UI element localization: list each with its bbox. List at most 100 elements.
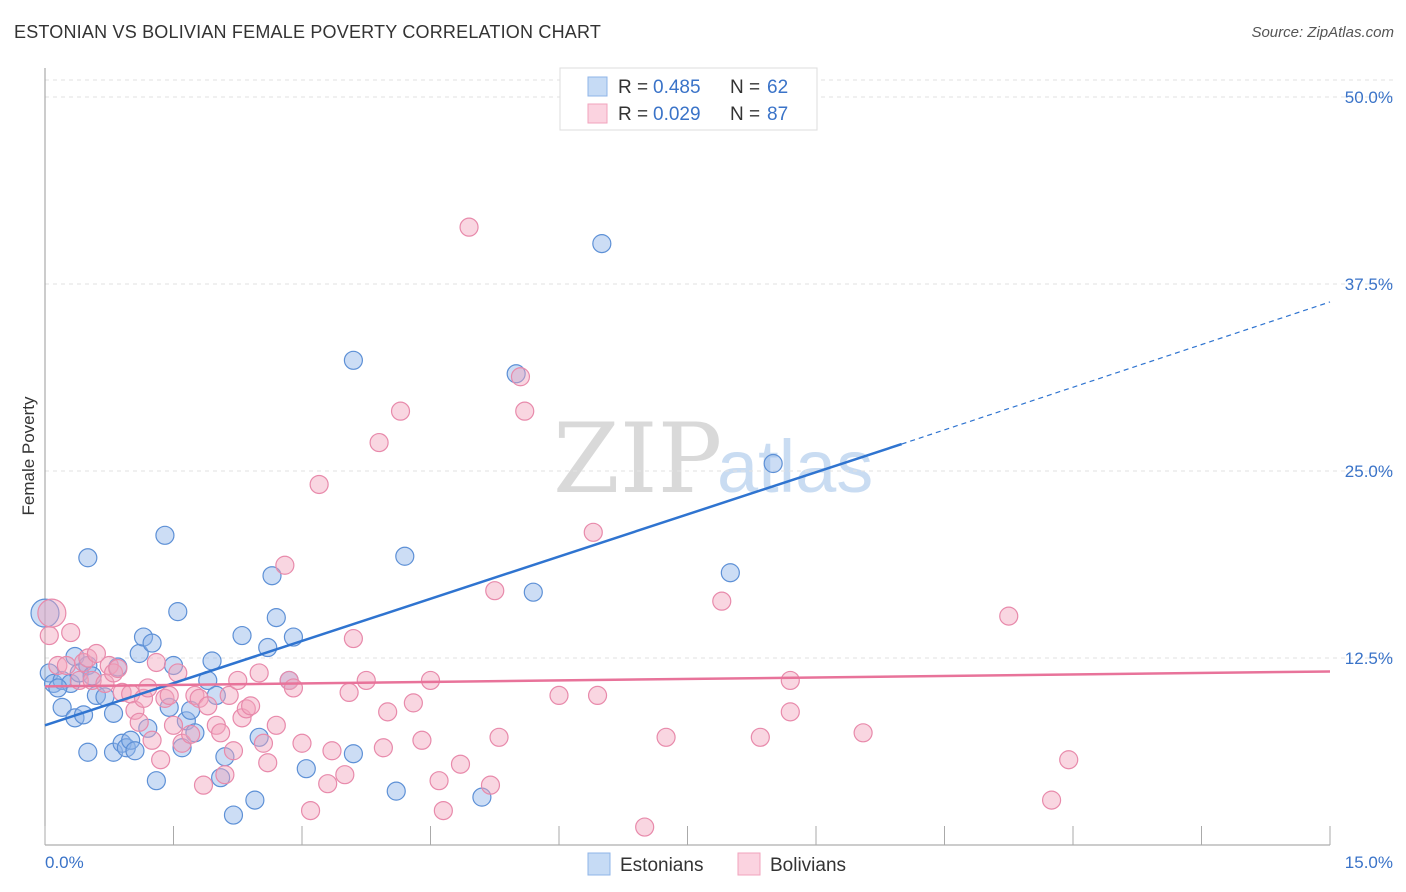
estonian-point [296,759,316,779]
bolivian-point [318,774,338,794]
legend-n-value-estonians: 62 [767,77,788,98]
bolivian-point [211,723,231,743]
bolivian-point [853,723,873,743]
bolivian-point [223,741,244,761]
bolivian-point [378,702,398,722]
bolivians-trend-line [44,670,1331,688]
bolivian-point [369,432,389,453]
estonian-point [146,771,166,791]
bolivian-point [61,622,81,643]
legend-r-label-bolivians: R = [618,104,648,125]
legend-r-value-estonians: 0.485 [653,77,701,98]
bolivian-point [78,648,98,668]
estonians-trend-line-extension [901,301,1331,445]
bolivian-point [750,727,770,747]
bolivian-point [142,730,162,750]
estonian-point [142,633,162,653]
estonian-point [386,781,406,801]
bolivian-point [712,591,732,611]
bolivian-point [583,522,603,542]
bolivian-point [249,663,269,683]
bolivian-point [108,658,128,679]
y-axis-label: Female Poverty [19,396,38,516]
estonian-point [125,741,145,761]
legend-swatch-estonians [587,76,608,97]
bottom-legend-bolivians: Bolivians [770,855,846,876]
bolivians-points [37,217,1079,837]
legend-n-label-bolivians: N = [730,104,760,125]
estonian-point [266,608,286,628]
bolivian-point [433,800,453,821]
y-tick-label: 12.5% [1345,649,1393,668]
bolivian-point [587,685,608,706]
bolivian-point [198,696,218,716]
bolivian-point [450,754,471,774]
bolivian-point [356,670,376,691]
x-tick-label-min: 0.0% [45,853,84,872]
watermark-atlas: atlas [717,425,873,508]
bolivian-point [510,367,531,387]
bolivian-point [39,625,59,646]
bolivian-point [266,715,286,735]
bolivian-point [343,628,363,649]
legend-r-label-estonians: R = [618,77,648,98]
estonians-trend-line [44,442,903,727]
bolivian-point [219,685,239,706]
bolivian-point [151,750,171,770]
bolivian-point [1059,750,1079,770]
bottom-legend: Estonians Bolivians [587,852,846,876]
bottom-legend-swatch-estonians [587,852,611,876]
estonian-point [48,678,68,698]
bolivian-point [292,733,312,753]
bolivian-point [275,555,295,575]
legend-n-label-estonians: N = [730,77,760,98]
estonian-point [168,602,188,622]
y-tick-labels: 12.5% 25.0% 37.5% 50.0% [1345,88,1393,668]
estonian-point [343,744,363,764]
legend-n-value-bolivians: 87 [767,104,788,125]
bolivian-point [780,670,800,691]
bolivian-point [999,606,1019,626]
bolivian-point [635,817,655,837]
bolivian-point [485,581,505,601]
bolivian-point [656,727,676,747]
estonian-point [763,453,783,474]
bolivian-point [780,702,800,722]
y-tick-label: 37.5% [1345,275,1393,294]
bolivian-point [215,765,235,785]
bolivian-point [309,474,329,495]
bolivian-point [549,685,569,706]
estonian-point [395,546,415,566]
estonian-point [262,566,282,586]
bolivian-point [489,727,509,747]
y-tick-label: 50.0% [1345,88,1393,107]
bolivian-point [163,715,184,735]
estonian-point [52,697,72,717]
estonian-point [523,582,543,602]
watermark-zip: ZIP [553,403,722,515]
bolivian-point [181,724,201,744]
bolivian-point [56,655,77,676]
bolivian-point [258,753,278,773]
bolivian-point [146,652,166,673]
legend-swatch-bolivians [587,103,608,124]
grid-lines [45,79,1393,659]
bottom-legend-estonians: Estonians [620,855,703,876]
bolivian-point [390,401,411,421]
estonian-point [121,730,141,750]
bolivian-point [159,685,179,706]
bolivian-point [193,775,214,795]
bolivian-point [373,738,393,758]
estonian-point [592,234,612,254]
estonian-point [78,548,98,568]
bolivian-point [420,670,441,691]
bolivian-point [86,643,107,664]
bolivian-point [241,696,261,716]
bolivian-point [515,401,535,421]
estonian-point [172,738,192,758]
bolivian-point [129,712,149,732]
estonian-point [223,805,244,825]
bolivian-point [459,217,479,237]
estonian-point [343,350,363,370]
